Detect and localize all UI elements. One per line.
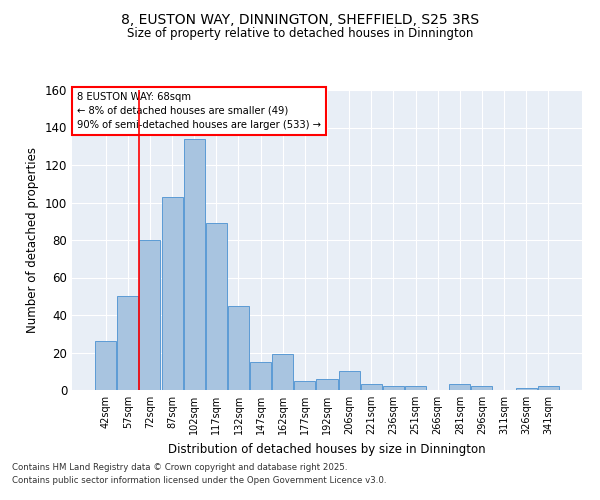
Bar (139, 240, 160, 390)
Bar (316, 379, 338, 390)
Bar (161, 197, 182, 390)
Bar (472, 386, 493, 390)
Text: Size of property relative to detached houses in Dinnington: Size of property relative to detached ho… (127, 28, 473, 40)
Bar (449, 384, 470, 390)
Bar (184, 138, 205, 390)
X-axis label: Distribution of detached houses by size in Dinnington: Distribution of detached houses by size … (168, 442, 486, 456)
Bar (250, 362, 271, 390)
Bar (95, 341, 116, 390)
Bar (338, 371, 359, 390)
Bar (538, 386, 559, 390)
Bar (206, 223, 227, 390)
Bar (228, 306, 249, 390)
Bar (295, 380, 316, 390)
Bar (405, 386, 426, 390)
Bar (118, 296, 139, 390)
Y-axis label: Number of detached properties: Number of detached properties (26, 147, 39, 333)
Text: 8 EUSTON WAY: 68sqm
← 8% of detached houses are smaller (49)
90% of semi-detache: 8 EUSTON WAY: 68sqm ← 8% of detached hou… (77, 92, 321, 130)
Text: 8, EUSTON WAY, DINNINGTON, SHEFFIELD, S25 3RS: 8, EUSTON WAY, DINNINGTON, SHEFFIELD, S2… (121, 12, 479, 26)
Bar (383, 386, 404, 390)
Bar (361, 384, 382, 390)
Bar (272, 354, 293, 390)
Text: Contains public sector information licensed under the Open Government Licence v3: Contains public sector information licen… (12, 476, 386, 485)
Bar (515, 388, 536, 390)
Text: Contains HM Land Registry data © Crown copyright and database right 2025.: Contains HM Land Registry data © Crown c… (12, 464, 347, 472)
